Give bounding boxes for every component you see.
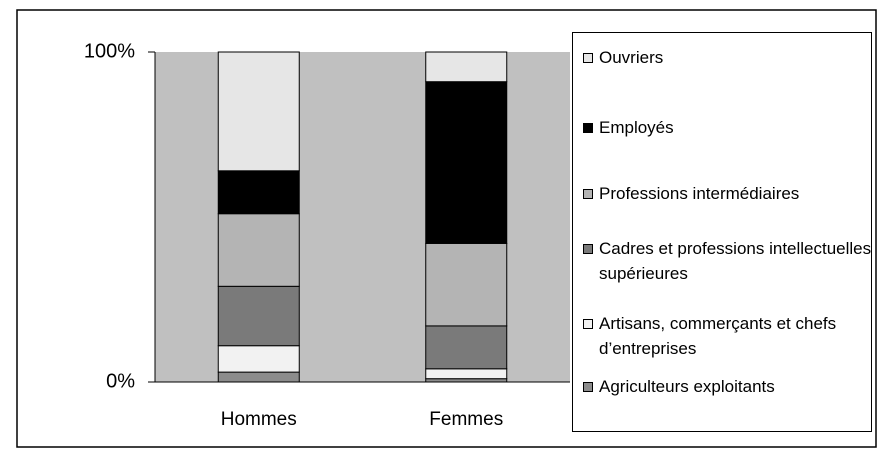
- legend-swatch: [583, 319, 593, 329]
- bar-segment: [217, 213, 300, 287]
- legend-label: Cadres et professions intellectuelles su…: [599, 239, 872, 283]
- legend-swatch: [583, 123, 593, 133]
- y-tick-label: 0%: [106, 370, 135, 392]
- legend-item: Cadres et professions intellectuelles su…: [583, 236, 884, 286]
- legend-item: Employés: [583, 115, 884, 140]
- x-tick-label: Hommes: [221, 409, 297, 430]
- bar-segment: [217, 371, 300, 383]
- legend-item: Agriculteurs exploitants: [583, 374, 884, 399]
- legend-item: Artisans, commerçants et chefs d’entrepr…: [583, 311, 884, 361]
- legend-label: Employés: [599, 118, 674, 137]
- bar-segment: [425, 368, 508, 380]
- legend-swatch: [583, 53, 593, 63]
- legend-item: Professions intermédiaires: [583, 181, 884, 206]
- legend-label: Agriculteurs exploitants: [599, 377, 775, 396]
- bar-segment: [217, 345, 300, 373]
- bar-segment: [217, 170, 300, 215]
- legend-swatch: [583, 382, 593, 392]
- plot-area: [155, 52, 570, 382]
- bar-segment: [425, 325, 508, 370]
- bar-segment: [425, 81, 508, 244]
- legend-swatch: [583, 189, 593, 199]
- legend-item: Ouvriers: [583, 45, 884, 70]
- x-tick-label: Femmes: [429, 409, 503, 430]
- legend: Ouvriers Employés Professions intermédiair…: [572, 32, 872, 432]
- bar-segment: [217, 285, 300, 347]
- legend-label: Ouvriers: [599, 48, 664, 67]
- legend-swatch: [583, 244, 593, 254]
- bar-segment: [217, 51, 300, 172]
- legend-label: Artisans, commerçants et chefs d’entrepr…: [599, 314, 837, 358]
- y-tick-label: 100%: [84, 40, 135, 62]
- bar-segment: [425, 242, 508, 327]
- bar-segment: [425, 51, 508, 83]
- legend-label: Professions intermédiaires: [599, 184, 800, 203]
